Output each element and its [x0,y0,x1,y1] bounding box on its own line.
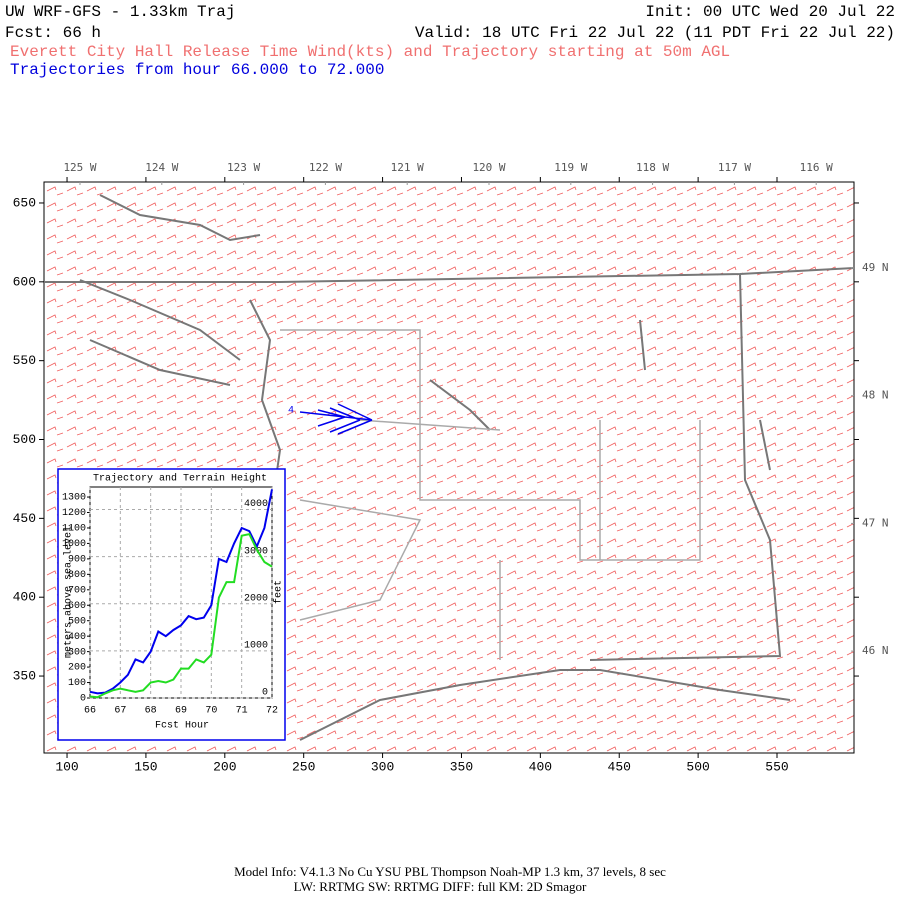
county-line [280,329,701,660]
x-tick-label: 67 [114,706,126,717]
border [589,273,782,661]
y-tick-label: 100 [68,678,86,689]
y-tick-label: 600 [13,274,36,289]
y-tick-label: 1200 [62,508,86,519]
trajectory-label: 4 [288,406,294,417]
lon-label: 118 W [636,161,669,174]
x-tick-label: 450 [608,759,631,774]
y-tick-label: 500 [68,616,86,627]
y2-tick-label: 1000 [244,641,268,652]
series-line [89,532,273,699]
y-tick-label: 350 [13,668,36,683]
series-line [89,489,273,695]
lat-label: 47 N [862,516,889,529]
y-tick-label: 600 [68,601,86,612]
x-tick-label: 72 [266,706,278,717]
lon-label: 124 W [145,161,178,174]
subtitle: Everett City Hall Release Time Wind(kts)… [10,43,730,61]
counties [280,329,701,660]
x-tick-label: 70 [205,706,217,717]
x-axis-label: Fcst Hour [155,721,209,732]
y-tick-label: 900 [68,555,86,566]
y-tick-label: 500 [13,432,36,447]
x-tick-label: 69 [175,706,187,717]
y-tick-label: 450 [13,511,36,526]
x-tick-label: 200 [213,759,236,774]
y-tick-label: 550 [13,353,36,368]
footer-line: Model Info: V4.1.3 No Cu YSU PBL Thompso… [234,864,666,879]
footer-line: LW: RRTMG SW: RRTMG DIFF: full KM: 2D Sm… [294,879,587,894]
x-tick-label: 350 [450,759,473,774]
lon-label: 123 W [227,161,260,174]
lon-label: 125 W [63,161,96,174]
y-tick-label: 800 [68,570,86,581]
y-tick-label: 200 [68,663,86,674]
y2-tick-label: 2000 [244,593,268,604]
forecast-hour: Fcst: 66 h [5,24,101,42]
coast [79,194,261,386]
x-tick-label: 66 [84,706,96,717]
x-tick-label: 71 [236,706,248,717]
trajectory-range: Trajectories from hour 66.000 to 72.000 [10,61,384,79]
x-tick-label: 150 [134,759,157,774]
inset-frame [57,468,286,741]
x-tick-label: 300 [371,759,394,774]
lake [429,319,771,471]
lat-label: 48 N [862,389,889,402]
y-tick-label: 1300 [62,493,86,504]
lon-label: 116 W [800,161,833,174]
x-tick-label: 68 [145,706,157,717]
inset-title: Trajectory and Terrain Height [93,473,267,485]
y2-tick-label: 3000 [244,546,268,557]
y-axis-label: meters above sea level [63,526,75,658]
x-tick-label: 500 [686,759,709,774]
lon-label: 120 W [472,161,505,174]
y2-tick-label: 4000 [244,499,268,510]
lon-label: 122 W [309,161,342,174]
inset-chart: Trajectory and Terrain Height meters abo… [57,468,286,741]
lat-label: 46 N [862,644,889,657]
x-tick-label: 400 [529,759,552,774]
y2-axis-label: feet [273,580,285,604]
y-tick-label: 0 [80,694,86,705]
x-tick-label: 100 [55,759,78,774]
init-time: Init: 00 UTC Wed 20 Jul 22 [645,3,895,21]
border [44,267,855,283]
trajectory [299,403,373,435]
model-title: UW WRF-GFS - 1.33km Traj [5,3,235,21]
y-tick-label: 1100 [62,524,86,535]
x-tick-label: 250 [292,759,315,774]
y-tick-label: 1000 [62,539,86,550]
y-tick-label: 400 [13,590,36,605]
y-tick-label: 650 [13,195,36,210]
lon-label: 121 W [391,161,424,174]
lon-label: 117 W [718,161,751,174]
y-tick-label: 400 [68,632,86,643]
y-tick-label: 700 [68,585,86,596]
y-tick-label: 300 [68,647,86,658]
lat-label: 49 N [862,261,889,274]
y2-tick-label: 0 [262,688,268,699]
x-tick-label: 550 [765,759,788,774]
lon-label: 119 W [554,161,587,174]
valid-time: Valid: 18 UTC Fri 22 Jul 22 (11 PDT Fri … [415,24,895,42]
